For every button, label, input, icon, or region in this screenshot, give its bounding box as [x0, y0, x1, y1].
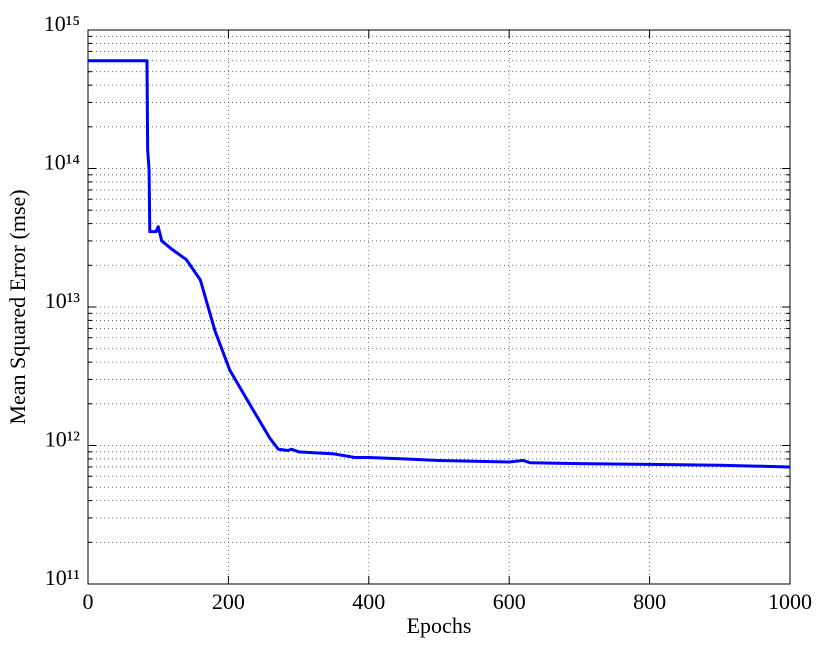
x-tick-label: 600: [493, 589, 526, 614]
y-tick-label: 10¹²: [45, 427, 81, 452]
y-axis-label: Mean Squared Error (mse): [5, 189, 30, 424]
y-tick-label: 10¹⁴: [44, 150, 81, 175]
x-tick-label: 1000: [768, 589, 812, 614]
x-tick-label: 200: [212, 589, 245, 614]
data-line: [88, 59, 791, 469]
x-tick-label: 800: [633, 589, 666, 614]
y-tick-label: 10¹⁵: [44, 11, 80, 36]
y-tick-label: 10¹³: [45, 288, 81, 313]
plot-frame: [87, 29, 791, 585]
x-axis-label: Epochs: [407, 613, 472, 638]
x-tick-label: 400: [352, 589, 385, 614]
x-tick-label: 0: [83, 589, 94, 614]
y-tick-label: 10¹¹: [45, 565, 80, 590]
